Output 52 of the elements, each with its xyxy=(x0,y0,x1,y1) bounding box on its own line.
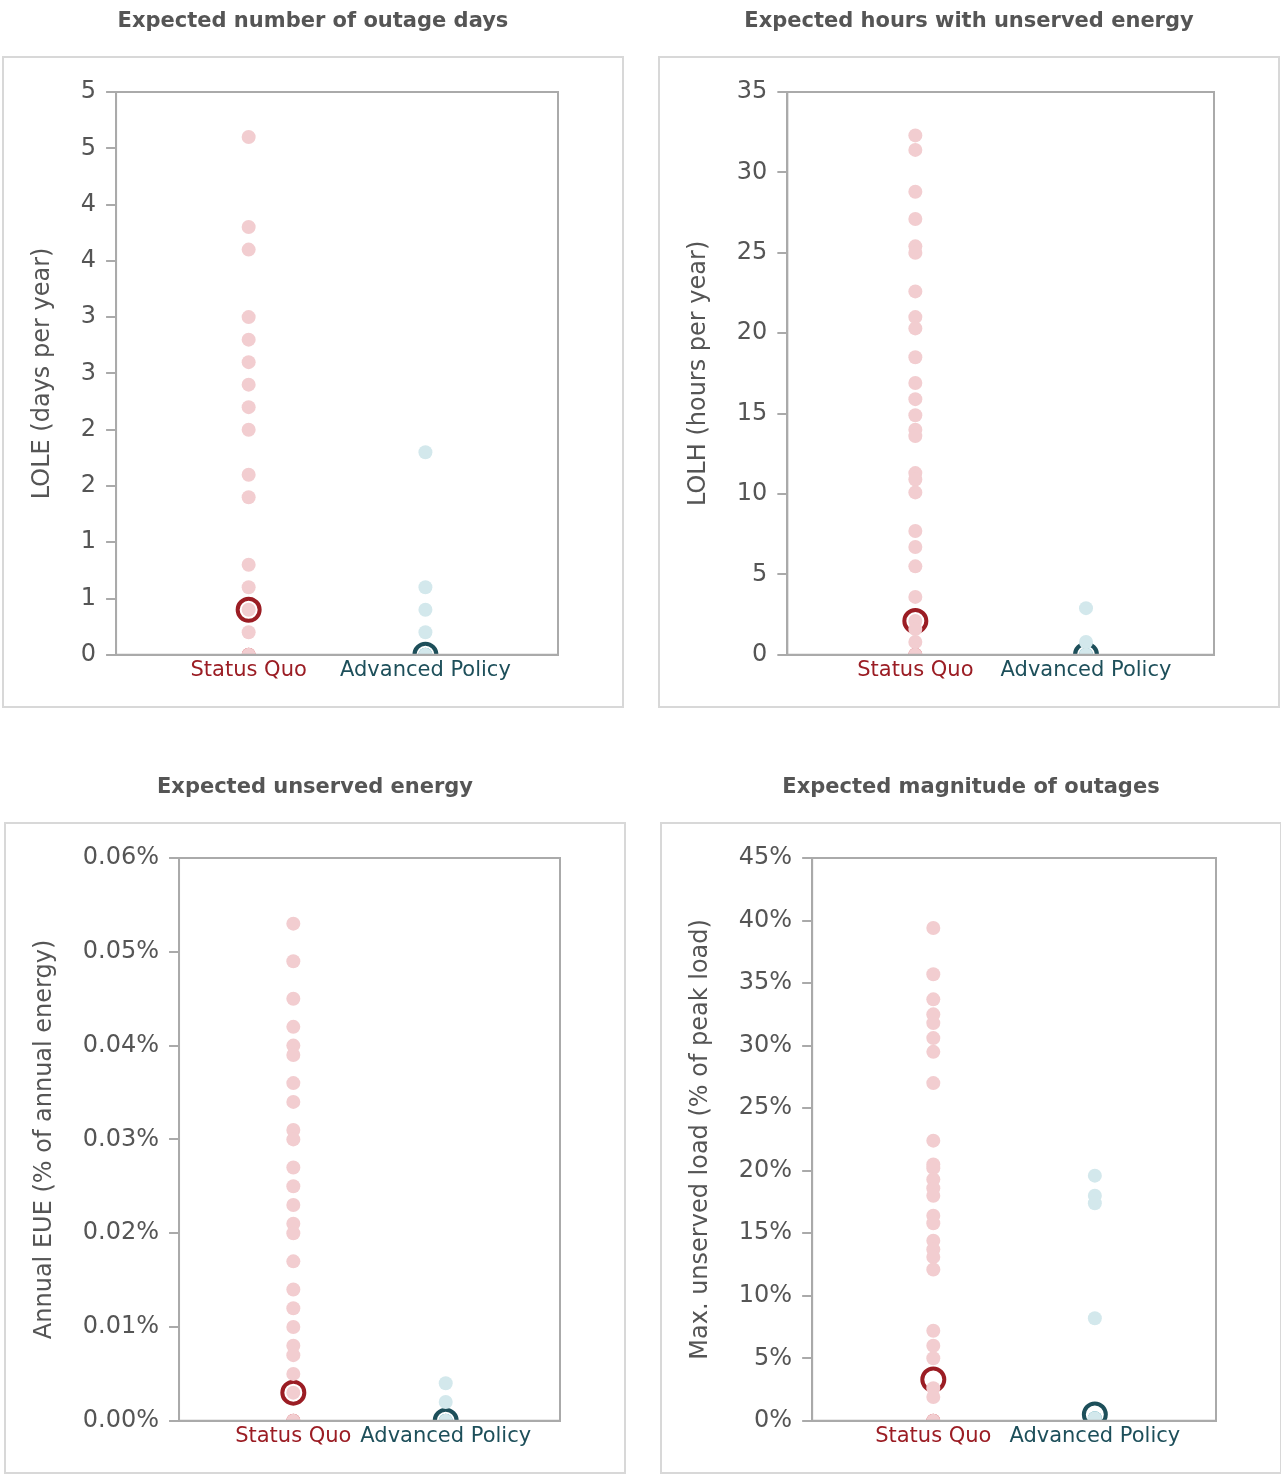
y-tick-label: 5 xyxy=(80,132,97,161)
y-tick-label: 4 xyxy=(80,245,97,274)
y-axis-title: LOLE (days per year) xyxy=(26,247,55,500)
y-tick-label: 35% xyxy=(738,967,793,996)
y-tick-label: 3 xyxy=(80,357,97,386)
y-tick-label: 0.03% xyxy=(82,1123,160,1152)
y-axis-title: LOLH (hours per year) xyxy=(682,240,711,507)
y-tick-label: 20% xyxy=(738,1154,793,1183)
x-tick-label: Advanced Policy xyxy=(1009,1422,1181,1447)
y-tick-label: 2 xyxy=(80,413,97,442)
y-tick-label: 45% xyxy=(738,842,793,871)
y-tick-label: 4 xyxy=(80,188,97,217)
y-tick-label: 25% xyxy=(738,1092,793,1121)
y-tick-label: 20 xyxy=(736,317,768,346)
y-tick-label: 0.04% xyxy=(82,1029,160,1058)
y-tick-label: 3 xyxy=(80,301,97,330)
y-tick-label: 0.06% xyxy=(82,842,160,871)
y-tick-label: 0.01% xyxy=(82,1311,160,1340)
y-tick-label: 0.05% xyxy=(82,936,160,965)
y-tick-label: 40% xyxy=(738,904,793,933)
y-tick-label: 10 xyxy=(736,478,768,507)
y-tick-label: 5% xyxy=(754,1342,793,1371)
y-tick-label: 30 xyxy=(736,156,768,185)
y-tick-label: 1 xyxy=(80,582,97,611)
x-tick-label: Advanced Policy xyxy=(340,656,511,681)
y-tick-label: 0 xyxy=(80,639,97,668)
y-tick-label: 5 xyxy=(80,76,97,105)
y-tick-label: 0.02% xyxy=(82,1217,160,1246)
y-tick-label: 1 xyxy=(80,526,97,555)
y-tick-label: 0 xyxy=(752,639,768,668)
x-tick-label: Status Quo xyxy=(235,1422,352,1447)
chart-title: Expected unserved energy xyxy=(156,773,474,800)
y-tick-label: 35 xyxy=(736,76,768,105)
y-tick-label: 0% xyxy=(754,1405,793,1434)
x-tick-label: Status Quo xyxy=(875,1422,992,1447)
y-tick-label: 15% xyxy=(738,1217,793,1246)
y-axis-title: Max. unserved load (% of peak load) xyxy=(684,919,713,1360)
y-tick-label: 25 xyxy=(736,237,768,266)
y-tick-label: 2 xyxy=(80,470,97,499)
x-tick-label: Advanced Policy xyxy=(1000,656,1172,681)
y-tick-label: 0.00% xyxy=(82,1405,160,1434)
chart-title: Expected magnitude of outages xyxy=(781,773,1161,800)
y-tick-label: 15 xyxy=(736,397,768,426)
y-tick-label: 5 xyxy=(752,558,768,587)
y-tick-label: 30% xyxy=(738,1029,793,1058)
x-tick-label: Status Quo xyxy=(190,656,307,681)
chart-title: Expected number of outage days xyxy=(116,7,510,34)
y-tick-label: 10% xyxy=(738,1279,793,1308)
x-tick-label: Advanced Policy xyxy=(360,1422,532,1447)
y-axis-title: Annual EUE (% of annual energy) xyxy=(28,939,57,1340)
chart-title: Expected hours with unserved energy xyxy=(743,7,1195,34)
x-tick-label: Status Quo xyxy=(857,656,974,681)
